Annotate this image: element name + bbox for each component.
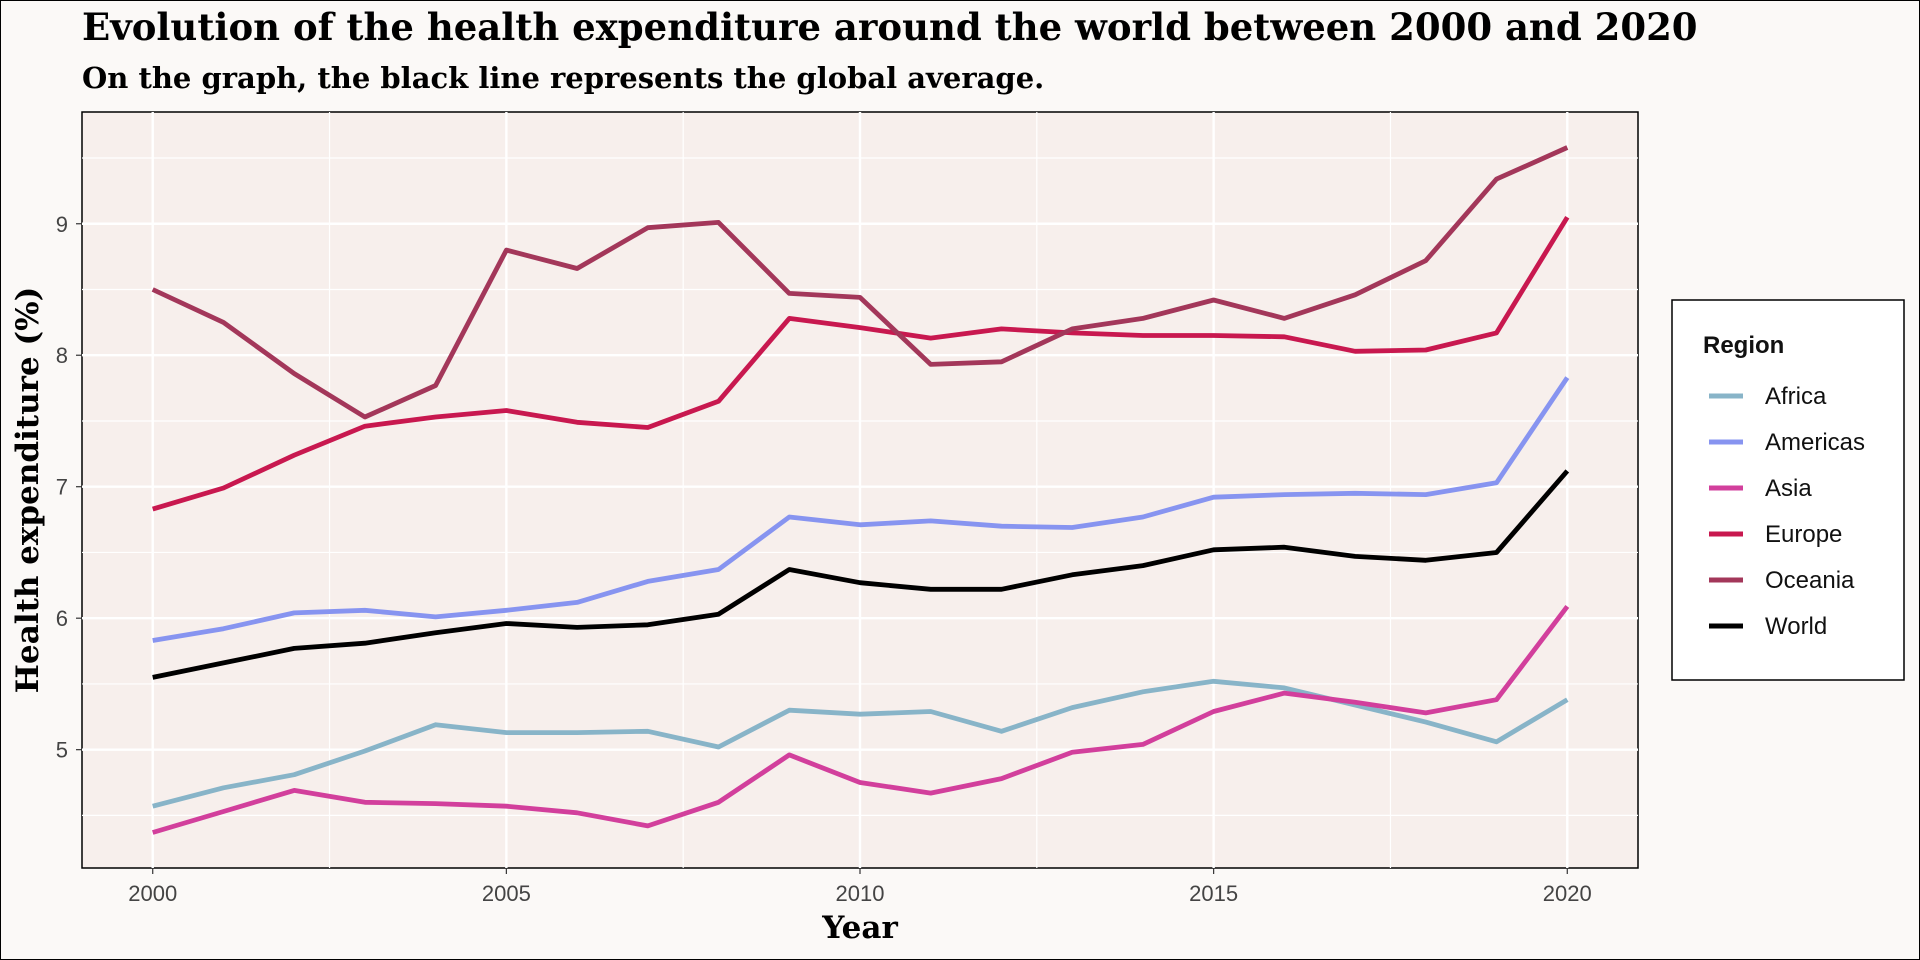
series-line-asia — [152, 604, 1570, 835]
y-tick-label: 5 — [56, 738, 68, 763]
series-line-world — [152, 469, 1570, 680]
series-line-americas — [152, 376, 1570, 643]
x-tick-label: 2020 — [1543, 881, 1592, 906]
x-tick-label: 2010 — [836, 881, 885, 906]
chart-title: Evolution of the health expenditure arou… — [82, 5, 1698, 49]
legend-items: Africa Americas Asia Europe Oceania World — [1709, 383, 1865, 640]
y-tick-label: 8 — [56, 343, 68, 368]
legend-label-africa: Africa — [1765, 383, 1827, 410]
y-tick-label: 7 — [56, 475, 68, 500]
y-tick-label: 6 — [56, 606, 68, 631]
x-tick-label: 2000 — [128, 881, 177, 906]
legend-label-world: World — [1765, 613, 1827, 640]
x-axis-label: Year — [821, 910, 898, 946]
x-tick-label: 2015 — [1189, 881, 1238, 906]
legend-label-americas: Americas — [1765, 429, 1865, 456]
series-line-europe — [152, 215, 1570, 512]
series-line-oceania — [151, 145, 1569, 420]
y-tick-labels: 5 6 7 8 9 — [56, 212, 82, 763]
legend-label-asia: Asia — [1765, 475, 1812, 502]
legend-label-europe: Europe — [1765, 521, 1842, 548]
series-layer — [151, 145, 1570, 835]
y-axis-label: Health expenditure (%) — [10, 287, 46, 694]
legend-label-oceania: Oceania — [1765, 567, 1855, 594]
major-gridlines — [82, 112, 1638, 868]
x-tick-label: 2005 — [482, 881, 531, 906]
legend: Region Africa Americas Asia Europe Oceania Wo… — [1671, 299, 1905, 681]
x-tick-labels: 2000 2005 2010 2015 2020 — [128, 868, 1592, 906]
legend-title: Region — [1703, 332, 1784, 359]
chart-subtitle: On the graph, the black line represents … — [82, 61, 1044, 95]
y-tick-label: 9 — [56, 212, 68, 237]
